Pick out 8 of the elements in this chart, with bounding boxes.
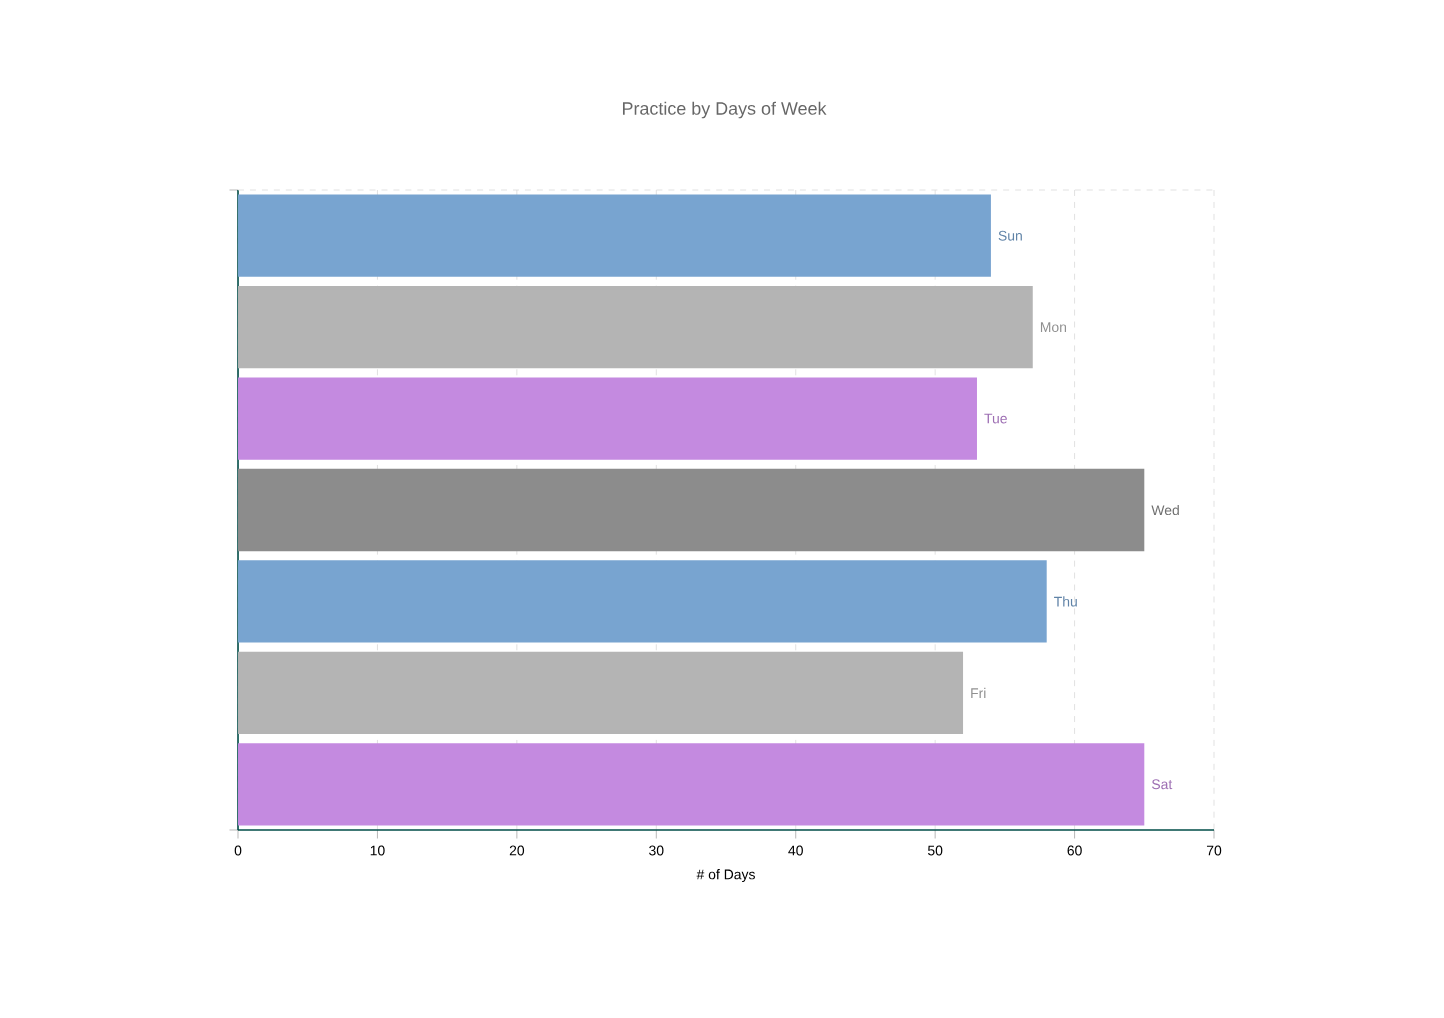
chart-title: Practice by Days of Week xyxy=(622,101,827,119)
bar xyxy=(238,468,1145,552)
bar xyxy=(238,743,1145,826)
bar xyxy=(238,560,1047,643)
bar xyxy=(238,286,1033,369)
bar xyxy=(238,377,977,460)
bar xyxy=(238,194,991,277)
bar xyxy=(238,651,964,734)
